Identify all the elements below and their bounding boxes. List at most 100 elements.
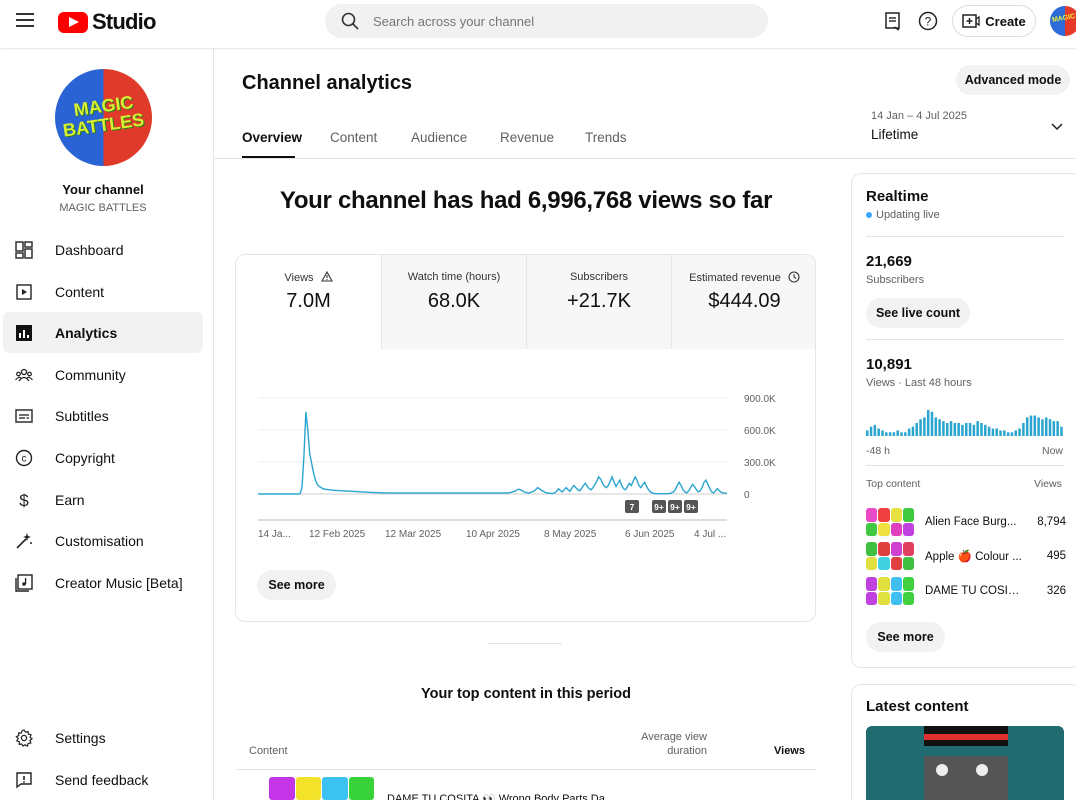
realtime-bar[interactable] [930, 411, 934, 436]
tab-overview[interactable]: Overview [242, 130, 303, 145]
realtime-bar[interactable] [1044, 417, 1048, 436]
tab-audience[interactable]: Audience [411, 130, 468, 145]
studio-logo[interactable]: Studio [58, 9, 156, 35]
realtime-bar[interactable] [888, 432, 892, 436]
see-more-button[interactable]: See more [257, 570, 336, 600]
tab-revenue[interactable]: Revenue [500, 130, 555, 145]
realtime-bar[interactable] [942, 421, 945, 436]
realtime-bar[interactable] [923, 417, 926, 436]
realtime-bar[interactable] [965, 423, 968, 436]
metric-revenue[interactable]: Estimated revenue $444.09 [671, 255, 815, 349]
realtime-bar[interactable] [1014, 430, 1018, 436]
upload-marker[interactable]: 9+ [652, 500, 666, 513]
search-input[interactable] [373, 13, 713, 29]
top-content-item[interactable]: Alien Face Burg... 8,794 [866, 508, 1066, 536]
realtime-bar[interactable] [1060, 426, 1063, 436]
realtime-bar[interactable] [938, 419, 941, 436]
create-button[interactable]: Create [952, 5, 1036, 37]
realtime-bar[interactable] [1003, 430, 1006, 436]
realtime-bar[interactable] [869, 426, 873, 436]
date-period-label[interactable]: Lifetime [871, 127, 919, 142]
realtime-bar[interactable] [896, 430, 899, 436]
chevron-down-icon[interactable] [1050, 120, 1064, 134]
upload-marker[interactable]: 9+ [668, 500, 682, 513]
upload-marker[interactable]: 7 [625, 500, 639, 513]
realtime-bar[interactable] [1018, 428, 1021, 436]
realtime-bar[interactable] [904, 432, 907, 436]
realtime-bar[interactable] [957, 423, 960, 436]
realtime-bar[interactable] [1029, 415, 1033, 436]
realtime-bar[interactable] [1010, 432, 1014, 436]
realtime-see-more-button[interactable]: See more [866, 622, 945, 652]
realtime-bar[interactable] [1056, 421, 1059, 436]
column-header-content[interactable]: Content [249, 745, 288, 757]
realtime-bar[interactable] [949, 421, 953, 436]
realtime-bar[interactable] [1048, 419, 1052, 436]
realtime-bar[interactable] [987, 426, 991, 436]
upload-marker[interactable]: 9+ [684, 500, 698, 513]
realtime-bar[interactable] [984, 424, 987, 436]
menu-icon[interactable] [16, 13, 34, 27]
date-range[interactable]: 14 Jan – 4 Jul 2025 [871, 110, 968, 122]
metric-subscribers[interactable]: Subscribers +21.7K [526, 255, 671, 349]
realtime-bar[interactable] [1022, 423, 1025, 436]
sidebar-item-earn[interactable]: $ Earn [3, 479, 203, 520]
realtime-bar[interactable] [881, 430, 884, 436]
realtime-bar[interactable] [953, 423, 957, 436]
sidebar-item-analytics[interactable]: Analytics [3, 312, 203, 353]
realtime-bar[interactable] [1006, 432, 1010, 436]
views-series-line[interactable] [258, 411, 728, 495]
realtime-bar[interactable] [915, 423, 919, 436]
realtime-bar[interactable] [972, 424, 976, 436]
realtime-bar[interactable] [1025, 417, 1029, 436]
sidebar-item-subtitles[interactable]: Subtitles [3, 395, 203, 436]
sidebar-item-creator-music[interactable]: Creator Music [Beta] [3, 562, 203, 603]
tab-content[interactable]: Content [330, 130, 378, 145]
top-content-item[interactable]: DAME TU COSITA... 326 [866, 577, 1066, 605]
metric-watch-time[interactable]: Watch time (hours) 68.0K [381, 255, 526, 349]
realtime-bar[interactable] [980, 423, 983, 436]
realtime-bar[interactable] [907, 428, 911, 436]
realtime-bar[interactable] [885, 432, 888, 436]
realtime-bar[interactable] [976, 421, 979, 436]
realtime-bar[interactable] [1052, 421, 1056, 436]
realtime-bar[interactable] [961, 424, 964, 436]
latest-video-thumbnail[interactable] [866, 726, 1064, 800]
comments-icon[interactable] [882, 10, 904, 32]
sidebar-item-send-feedback[interactable]: Send feedback [3, 759, 203, 800]
realtime-bar[interactable] [945, 423, 949, 436]
help-icon[interactable]: ? [917, 10, 939, 32]
search-bar[interactable] [325, 4, 768, 38]
sidebar-item-community[interactable]: Community [3, 354, 203, 395]
sidebar-item-dashboard[interactable]: Dashboard [3, 229, 203, 270]
realtime-bar-chart[interactable] [866, 406, 1064, 438]
table-row-thumbnail[interactable] [269, 777, 374, 800]
sidebar-item-copyright[interactable]: c Copyright [3, 437, 203, 478]
channel-avatar[interactable]: MAGIC BATTLES [55, 69, 152, 166]
sidebar-item-settings[interactable]: Settings [3, 717, 203, 758]
advanced-mode-button[interactable]: Advanced mode [956, 65, 1070, 95]
realtime-bar[interactable] [999, 430, 1002, 436]
column-header-avg-duration-1[interactable]: Average view [641, 731, 707, 743]
sidebar-item-customisation[interactable]: Customisation [3, 520, 203, 561]
realtime-bar[interactable] [1037, 417, 1040, 436]
account-avatar[interactable]: MAGIC [1050, 6, 1076, 36]
realtime-bar[interactable] [877, 428, 880, 436]
see-live-count-button[interactable]: See live count [866, 298, 970, 328]
column-header-avg-duration-2[interactable]: duration [667, 745, 707, 757]
realtime-bar[interactable] [911, 426, 915, 436]
realtime-bar[interactable] [900, 432, 903, 436]
realtime-bar[interactable] [934, 417, 938, 436]
realtime-bar[interactable] [919, 419, 922, 436]
realtime-bar[interactable] [1033, 415, 1037, 436]
tab-trends[interactable]: Trends [585, 130, 627, 145]
metric-views[interactable]: Views 7.0M [236, 255, 381, 349]
sidebar-item-content[interactable]: Content [3, 271, 203, 312]
realtime-bar[interactable] [892, 432, 896, 436]
realtime-bar[interactable] [866, 430, 869, 436]
realtime-bar[interactable] [991, 428, 995, 436]
realtime-bar[interactable] [926, 410, 930, 436]
realtime-bar[interactable] [968, 423, 972, 436]
realtime-bar[interactable] [995, 428, 998, 436]
realtime-bar[interactable] [1041, 419, 1044, 436]
